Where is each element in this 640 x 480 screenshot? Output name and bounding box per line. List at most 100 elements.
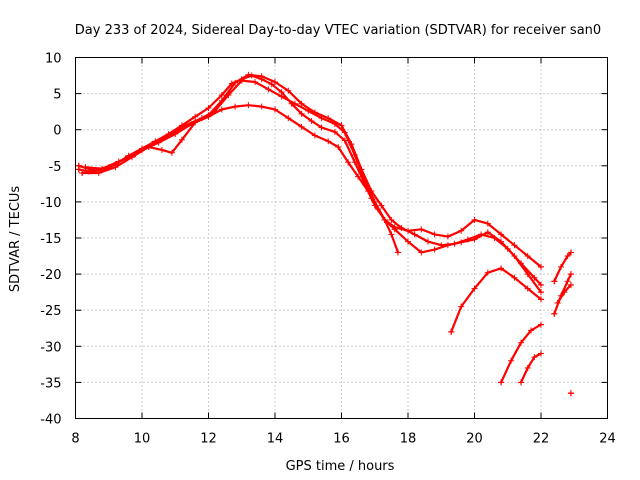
x-tick-label: 10 — [134, 432, 151, 447]
data-point — [291, 100, 298, 107]
x-tick-label: 22 — [533, 432, 550, 447]
data-point — [388, 216, 395, 223]
data-point — [311, 132, 318, 139]
data-point — [561, 289, 568, 296]
data-point — [431, 246, 438, 253]
data-point — [158, 146, 165, 153]
data-point — [551, 278, 558, 285]
y-tick-label: -25 — [40, 304, 61, 319]
data-point — [258, 73, 265, 80]
y-tick-label: -35 — [40, 376, 61, 391]
y-tick-label: -15 — [40, 232, 61, 247]
data-point — [398, 224, 405, 231]
data-point — [378, 202, 385, 209]
data-point — [238, 77, 245, 84]
x-tick-label: 8 — [71, 432, 79, 447]
data-point — [132, 151, 139, 158]
data-point — [538, 350, 544, 357]
series-arc-10 — [554, 281, 574, 306]
data-point — [258, 103, 265, 110]
data-point — [524, 271, 531, 278]
data-point — [518, 339, 525, 346]
data-point — [484, 229, 491, 236]
data-point — [268, 81, 275, 88]
series-line — [553, 251, 572, 283]
data-point — [531, 354, 538, 361]
data-point — [371, 198, 378, 205]
data-point — [557, 263, 564, 270]
series-arc-3 — [79, 102, 402, 256]
data-point — [272, 106, 278, 113]
data-point — [95, 170, 102, 177]
series-line — [450, 267, 543, 333]
data-point — [524, 253, 531, 260]
data-point — [245, 102, 252, 109]
x-tick-label: 24 — [599, 432, 616, 447]
data-point — [458, 239, 465, 246]
data-point — [341, 137, 348, 144]
data-point — [511, 242, 518, 249]
data-point — [444, 242, 451, 249]
data-point — [395, 249, 402, 256]
series-arc-5 — [448, 265, 544, 335]
data-point — [431, 231, 438, 238]
data-point — [538, 296, 544, 303]
data-point — [148, 141, 155, 148]
data-point — [82, 164, 89, 171]
data-point — [361, 177, 368, 184]
data-point — [318, 115, 325, 122]
data-point — [424, 238, 431, 245]
y-tick-label: -10 — [40, 196, 61, 211]
data-point — [388, 231, 395, 238]
data-point — [265, 86, 272, 93]
series-layer — [75, 71, 574, 397]
data-point — [484, 269, 491, 276]
data-point — [418, 226, 425, 233]
x-tick-label: 12 — [200, 432, 217, 447]
data-point — [538, 321, 544, 328]
y-tick-label: 0 — [53, 124, 61, 139]
data-point — [564, 278, 571, 285]
data-point — [458, 227, 465, 234]
data-point — [508, 357, 515, 364]
data-point — [75, 162, 82, 169]
data-point — [567, 249, 574, 256]
y-tick-label: 5 — [53, 88, 61, 103]
data-point — [272, 79, 278, 86]
y-tick-label: -30 — [40, 340, 61, 355]
data-point — [498, 238, 505, 245]
data-point — [524, 364, 531, 371]
tick-layer: 8 10 12 14 16 18 20 22 24 10 5 0 -5 -10 -15 -20 -25 -30 -3… — [40, 52, 616, 447]
data-point — [225, 92, 232, 99]
data-point — [198, 115, 205, 122]
data-point — [182, 122, 189, 129]
data-point — [531, 274, 538, 281]
data-point — [325, 138, 332, 145]
data-point — [305, 107, 312, 114]
series-arc-4 — [82, 77, 544, 296]
data-point — [285, 115, 292, 122]
data-point — [448, 328, 455, 335]
x-axis-label: GPS time / hours — [286, 459, 395, 474]
series-arc-6 — [498, 321, 544, 386]
data-point — [567, 271, 574, 278]
data-point — [218, 92, 225, 99]
y-tick-label: -40 — [40, 413, 61, 428]
series-arc-7 — [518, 350, 544, 386]
data-point — [471, 285, 478, 292]
data-point — [471, 236, 478, 243]
data-point — [99, 165, 106, 172]
x-tick-label: 16 — [333, 432, 350, 447]
data-point — [252, 79, 259, 86]
data-point — [218, 106, 225, 113]
data-point — [205, 105, 212, 112]
series-arc-8 — [551, 249, 574, 285]
data-point — [298, 110, 305, 117]
y-axis-label: SDTVAR / TECUs — [8, 186, 23, 293]
data-point — [524, 285, 531, 292]
data-point — [444, 233, 451, 240]
y-tick-label: -5 — [49, 160, 62, 175]
data-point — [112, 164, 119, 171]
series-arc-1 — [75, 72, 544, 270]
